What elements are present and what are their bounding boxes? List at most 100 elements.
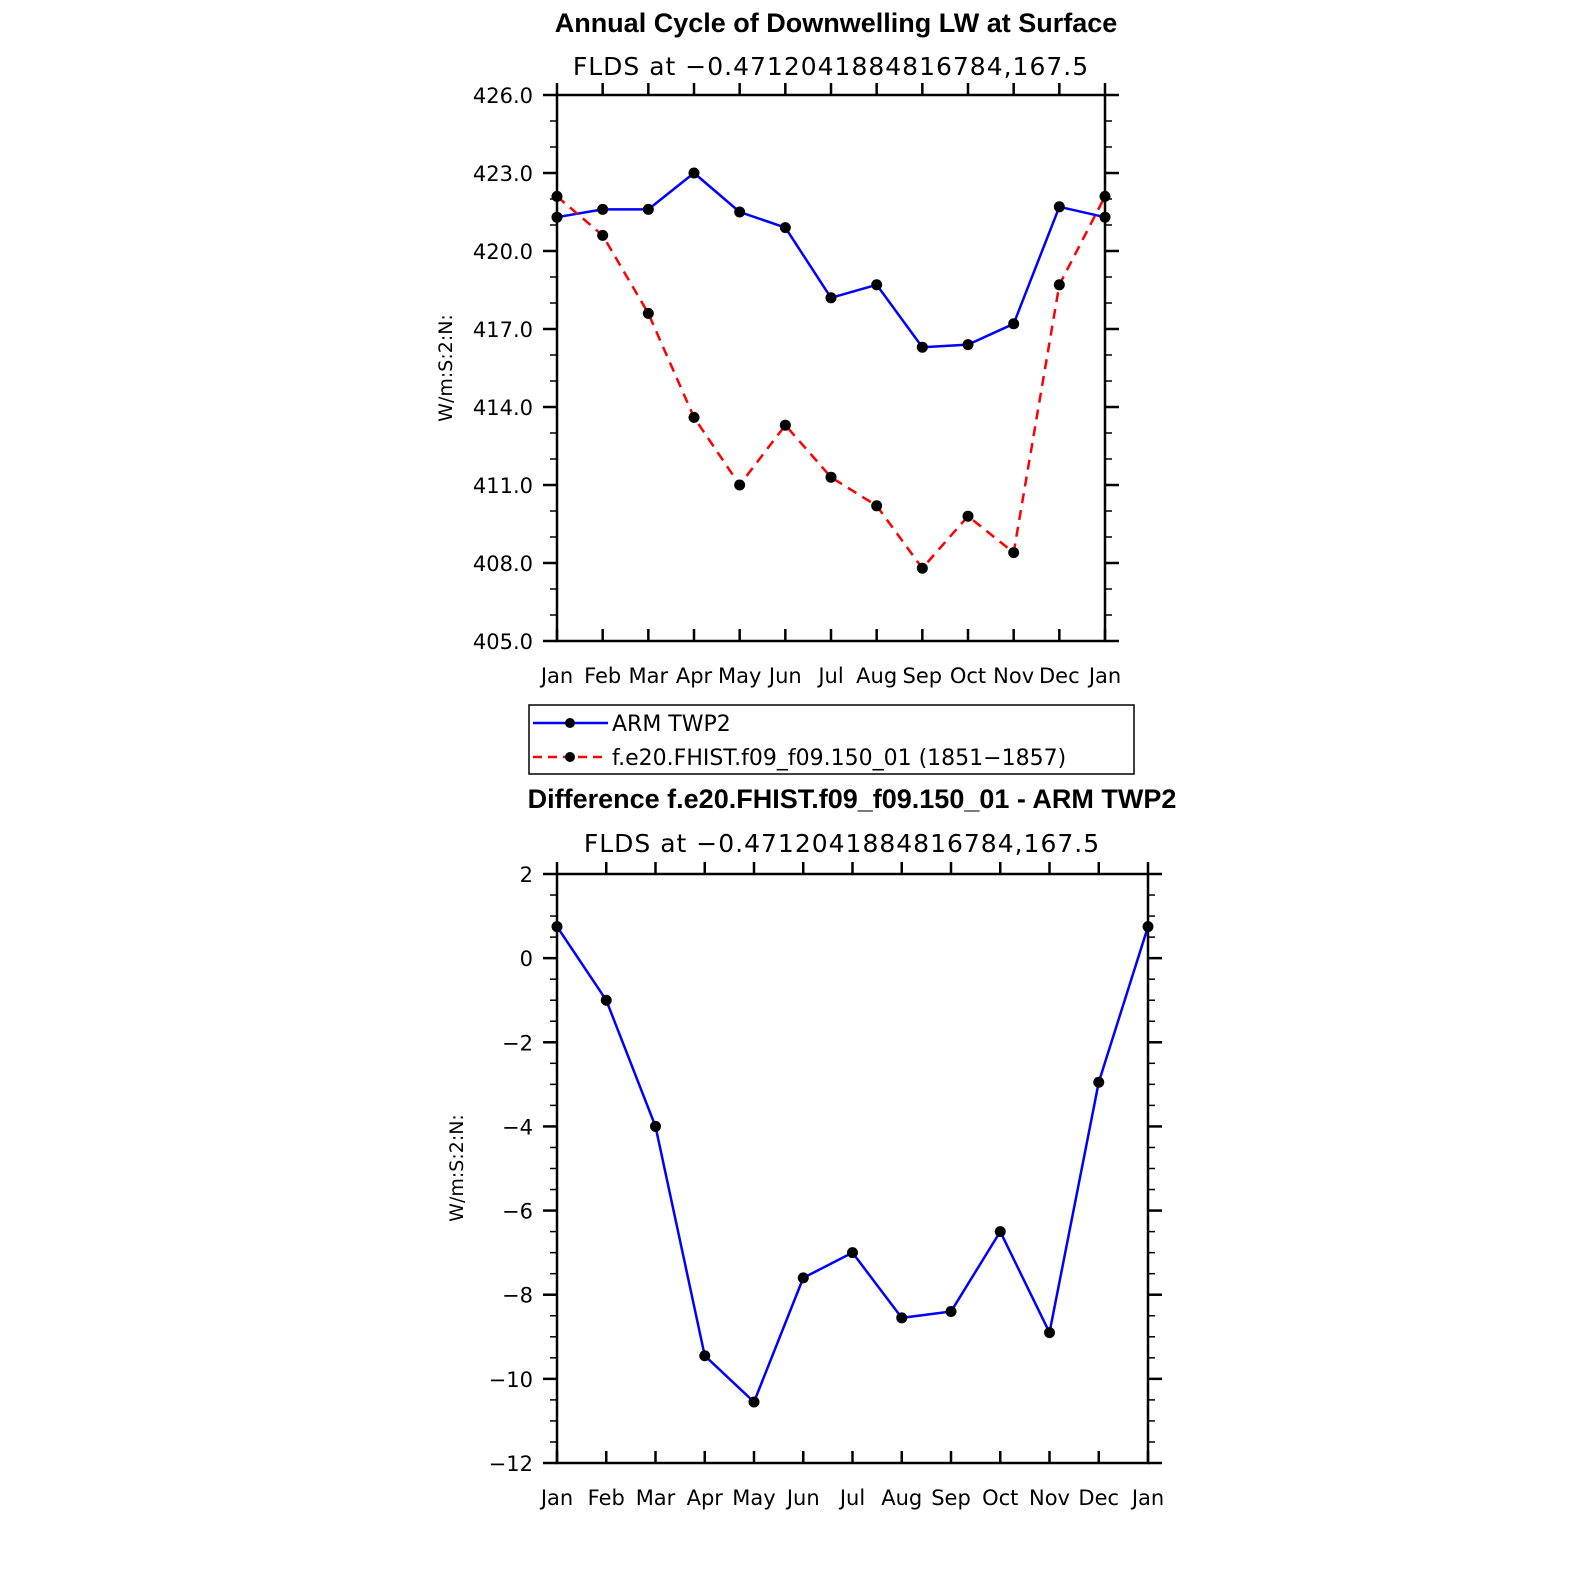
data-point [597, 203, 609, 215]
top-chart-series [551, 167, 1111, 574]
data-point [699, 1350, 711, 1362]
data-point [797, 1272, 809, 1284]
data-point [871, 279, 883, 291]
x-tick-label: Mar [629, 664, 669, 688]
x-tick-label: Jan [539, 664, 573, 688]
x-tick-label: Jan [539, 1486, 573, 1510]
data-point [825, 471, 837, 483]
data-point [847, 1247, 858, 1259]
y-tick-label: −2 [502, 1031, 533, 1055]
data-point [642, 307, 654, 319]
x-tick-label: Apr [687, 1486, 724, 1510]
data-point [600, 994, 612, 1006]
data-point [896, 1312, 908, 1324]
data-point [1053, 201, 1065, 213]
x-tick-label: Dec [1039, 664, 1080, 688]
y-tick-label: 417.0 [473, 318, 533, 342]
y-tick-label: 423.0 [473, 162, 533, 186]
data-point [1142, 921, 1154, 933]
data-point [1053, 279, 1065, 291]
data-point [1008, 547, 1020, 559]
data-point [945, 1306, 957, 1318]
data-point [734, 479, 746, 491]
data-point [779, 419, 791, 431]
y-tick-label: −8 [502, 1284, 533, 1308]
x-tick-label: May [732, 1486, 775, 1510]
x-tick-label: Apr [676, 664, 713, 688]
data-point [1008, 318, 1020, 330]
data-point [734, 206, 746, 218]
data-point [871, 500, 883, 512]
y-tick-label: 426.0 [473, 84, 533, 108]
y-tick-label: 2 [520, 863, 533, 887]
data-point [916, 341, 928, 353]
legend-marker-model [565, 752, 575, 762]
top-chart: Annual Cycle of Downwelling LW at Surfac… [435, 8, 1121, 688]
top-chart-title: Annual Cycle of Downwelling LW at Surfac… [555, 8, 1118, 38]
y-tick-label: 420.0 [473, 240, 533, 264]
data-point [825, 292, 837, 304]
data-point [551, 921, 563, 933]
bottom-chart-title: Difference f.e20.FHIST.f09_f09.150_01 - … [528, 784, 1177, 814]
data-point [962, 510, 974, 522]
top-chart-subtitle: FLDS at −0.4712041884816784,167.5 [573, 52, 1089, 81]
data-point [994, 1226, 1006, 1238]
legend-box [528, 704, 1135, 775]
bottom-chart-ylabel: W/m:S:2:N: [446, 1114, 468, 1222]
data-point [1044, 1327, 1055, 1339]
legend-marker-arm [565, 718, 575, 728]
x-tick-label: Jul [838, 1486, 865, 1510]
data-point [1099, 190, 1111, 202]
data-point [962, 339, 974, 351]
data-point [642, 203, 654, 215]
data-point [688, 167, 700, 179]
x-tick-label: Jan [1087, 664, 1121, 688]
x-tick-label: Sep [903, 664, 943, 688]
x-tick-label: Nov [993, 664, 1034, 688]
y-tick-label: −6 [502, 1200, 533, 1224]
x-tick-label: Aug [881, 1486, 922, 1510]
x-tick-label: Feb [584, 664, 621, 688]
series-line-0 [555, 925, 1150, 1404]
bottom-chart-series [551, 921, 1154, 1408]
top-chart-frame [555, 93, 1107, 643]
x-tick-label: Nov [1029, 1486, 1070, 1510]
x-tick-label: Oct [982, 1486, 1018, 1510]
legend-label-model: f.e20.FHIST.f09_f09.150_01 (1851−1857) [612, 746, 1066, 771]
bottom-chart-subtitle: FLDS at −0.4712041884816784,167.5 [584, 829, 1100, 858]
x-tick-label: Jun [785, 1486, 820, 1510]
series-line-1 [556, 195, 1107, 570]
y-tick-label: −4 [502, 1115, 533, 1139]
bottom-chart-frame [555, 872, 1150, 1465]
legend: ARM TWP2 f.e20.FHIST.f09_f09.150_01 (185… [528, 704, 1135, 775]
x-tick-label: Aug [856, 664, 897, 688]
data-point [748, 1396, 760, 1408]
data-point [1093, 1076, 1105, 1088]
series-line-0 [556, 171, 1106, 349]
x-tick-label: Dec [1078, 1486, 1119, 1510]
data-point [779, 222, 791, 234]
y-tick-label: 0 [520, 947, 533, 971]
data-point [551, 211, 563, 223]
data-point [688, 411, 700, 423]
x-tick-label: Mar [636, 1486, 676, 1510]
x-tick-label: Sep [931, 1486, 971, 1510]
y-tick-label: −12 [489, 1452, 533, 1476]
data-point [1099, 211, 1111, 223]
y-tick-label: 414.0 [473, 396, 533, 420]
bottom-chart: Difference f.e20.FHIST.f09_f09.150_01 - … [446, 784, 1176, 1510]
data-point [597, 229, 609, 241]
x-tick-label: Jul [816, 664, 843, 688]
bottom-chart-ticks: Jan Feb Mar Apr May Jun Jul Aug Sep Oct Nov Dec Jan−… [489, 862, 1164, 1510]
top-chart-ylabel: W/m:S:2:N: [435, 314, 457, 422]
data-point [650, 1120, 661, 1132]
y-tick-label: 411.0 [473, 474, 533, 498]
y-tick-label: 408.0 [473, 552, 533, 576]
y-tick-label: 405.0 [473, 630, 533, 654]
x-tick-label: May [718, 664, 761, 688]
x-tick-label: Feb [588, 1486, 625, 1510]
x-tick-label: Jun [767, 664, 802, 688]
y-tick-label: −10 [489, 1368, 533, 1392]
top-chart-ticks: Jan Feb Mar Apr May Jun Jul Aug Sep Oct Nov Dec Jan4… [473, 83, 1121, 688]
